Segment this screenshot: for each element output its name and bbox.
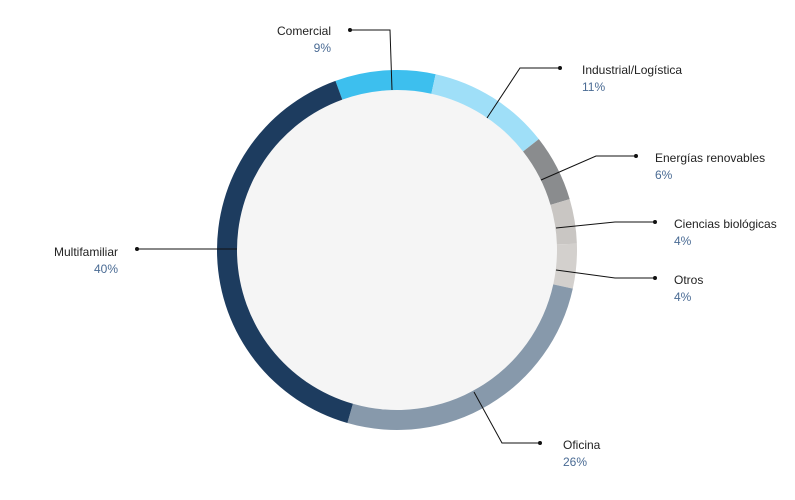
slice-label: Energías renovables <box>655 151 765 165</box>
leader-dot <box>348 28 352 32</box>
slice-label: Multifamiliar <box>54 245 118 259</box>
slice-label: Industrial/Logística <box>582 63 682 77</box>
leader-line <box>486 67 560 119</box>
slice-value: 6% <box>655 168 673 182</box>
slice-label: Oficina <box>563 438 601 452</box>
donut-segment <box>523 139 570 205</box>
leader-line <box>540 155 636 181</box>
donut-segment <box>553 243 577 289</box>
leader-dot <box>538 441 542 445</box>
slice-label: Comercial <box>277 24 331 38</box>
leader-line <box>555 221 655 229</box>
donut-segment <box>347 284 573 430</box>
donut-segment <box>550 199 577 245</box>
leader-line <box>350 29 393 91</box>
slice-value: 4% <box>674 234 692 248</box>
slice-value: 40% <box>94 262 118 276</box>
leader-dot <box>653 276 657 280</box>
leader-dot <box>135 247 139 251</box>
leader-line <box>473 391 540 444</box>
slice-value: 9% <box>314 41 332 55</box>
donut-segment <box>431 74 539 152</box>
slice-value: 4% <box>674 290 692 304</box>
donut-segment <box>217 80 353 424</box>
slice-value: 26% <box>563 455 587 469</box>
leader-line <box>555 269 655 279</box>
donut-hole <box>235 88 559 412</box>
slice-value: 11% <box>582 80 605 94</box>
donut-segment <box>335 70 436 100</box>
leader-dot <box>558 66 562 70</box>
leader-dot <box>634 154 638 158</box>
slice-label: Ciencias biológicas <box>674 217 777 231</box>
leader-dot <box>653 220 657 224</box>
slice-label: Otros <box>674 273 703 287</box>
